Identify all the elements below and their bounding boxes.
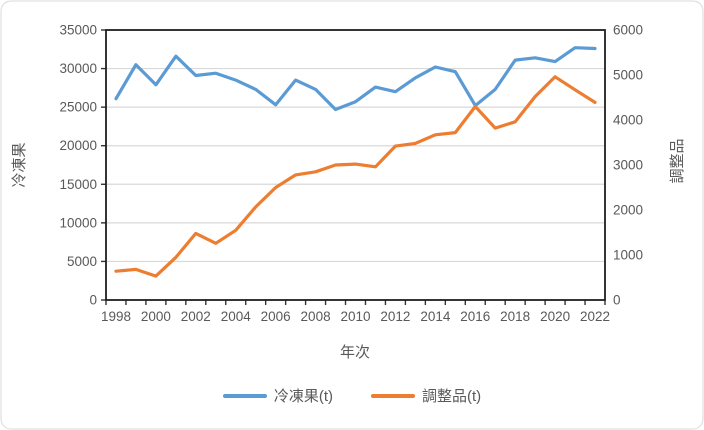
legend-label-frozen-fruit: 冷凍果(t): [273, 388, 333, 405]
svg-text:2018: 2018: [500, 309, 530, 324]
svg-text:1998: 1998: [101, 309, 131, 324]
svg-text:5000: 5000: [613, 68, 643, 83]
svg-text:2000: 2000: [613, 203, 643, 218]
svg-text:2012: 2012: [380, 309, 410, 324]
legend-item-prepared-products: 調整品(t): [371, 385, 481, 406]
legend: 冷凍果(t) 調整品(t): [0, 385, 704, 406]
svg-text:5000: 5000: [67, 254, 97, 269]
svg-text:25000: 25000: [59, 100, 97, 115]
legend-line-swatch-orange: [371, 393, 415, 398]
svg-text:2020: 2020: [540, 309, 570, 324]
svg-text:2004: 2004: [221, 309, 252, 324]
svg-text:0: 0: [613, 293, 621, 308]
svg-text:2014: 2014: [420, 309, 451, 324]
series-line-0: [114, 46, 597, 112]
svg-text:2002: 2002: [181, 309, 211, 324]
x-axis-tick-labels: 1998 2000 2002 2004 2006 2008 2010 2012 2014 2016…: [101, 309, 610, 324]
svg-text:4000: 4000: [613, 113, 643, 128]
plot-area-border: [105, 29, 606, 301]
svg-text:35000: 35000: [59, 23, 97, 38]
svg-text:2016: 2016: [460, 309, 490, 324]
svg-text:2022: 2022: [580, 309, 610, 324]
legend-label-prepared-products: 調整品(t): [422, 388, 482, 405]
svg-text:3000: 3000: [613, 158, 643, 173]
svg-text:1000: 1000: [613, 248, 643, 263]
legend-item-frozen-fruit: 冷凍果(t): [222, 385, 333, 406]
data-series-lines: [114, 46, 597, 278]
svg-text:15000: 15000: [59, 177, 97, 192]
legend-line-swatch-blue: [222, 393, 267, 398]
gridlines: [106, 67, 605, 263]
svg-text:2006: 2006: [261, 309, 291, 324]
svg-text:10000: 10000: [59, 215, 97, 230]
right-axis-title: 調整品: [669, 138, 686, 183]
right-axis-tick-labels: 0 1000 2000 3000 4000 5000 6000: [613, 23, 643, 308]
svg-text:20000: 20000: [59, 138, 97, 153]
left-axis-tick-labels: 0 5000 10000 15000 20000 25000 30000 35000: [59, 23, 97, 308]
svg-text:30000: 30000: [59, 61, 97, 76]
x-axis-title: 年次: [340, 344, 370, 361]
svg-text:2008: 2008: [301, 309, 331, 324]
svg-text:2000: 2000: [141, 309, 171, 324]
svg-text:0: 0: [89, 293, 97, 308]
series-line-1: [114, 75, 597, 278]
left-axis-title: 冷凍果: [11, 142, 28, 187]
svg-text:6000: 6000: [613, 23, 643, 38]
svg-text:2010: 2010: [340, 309, 370, 324]
